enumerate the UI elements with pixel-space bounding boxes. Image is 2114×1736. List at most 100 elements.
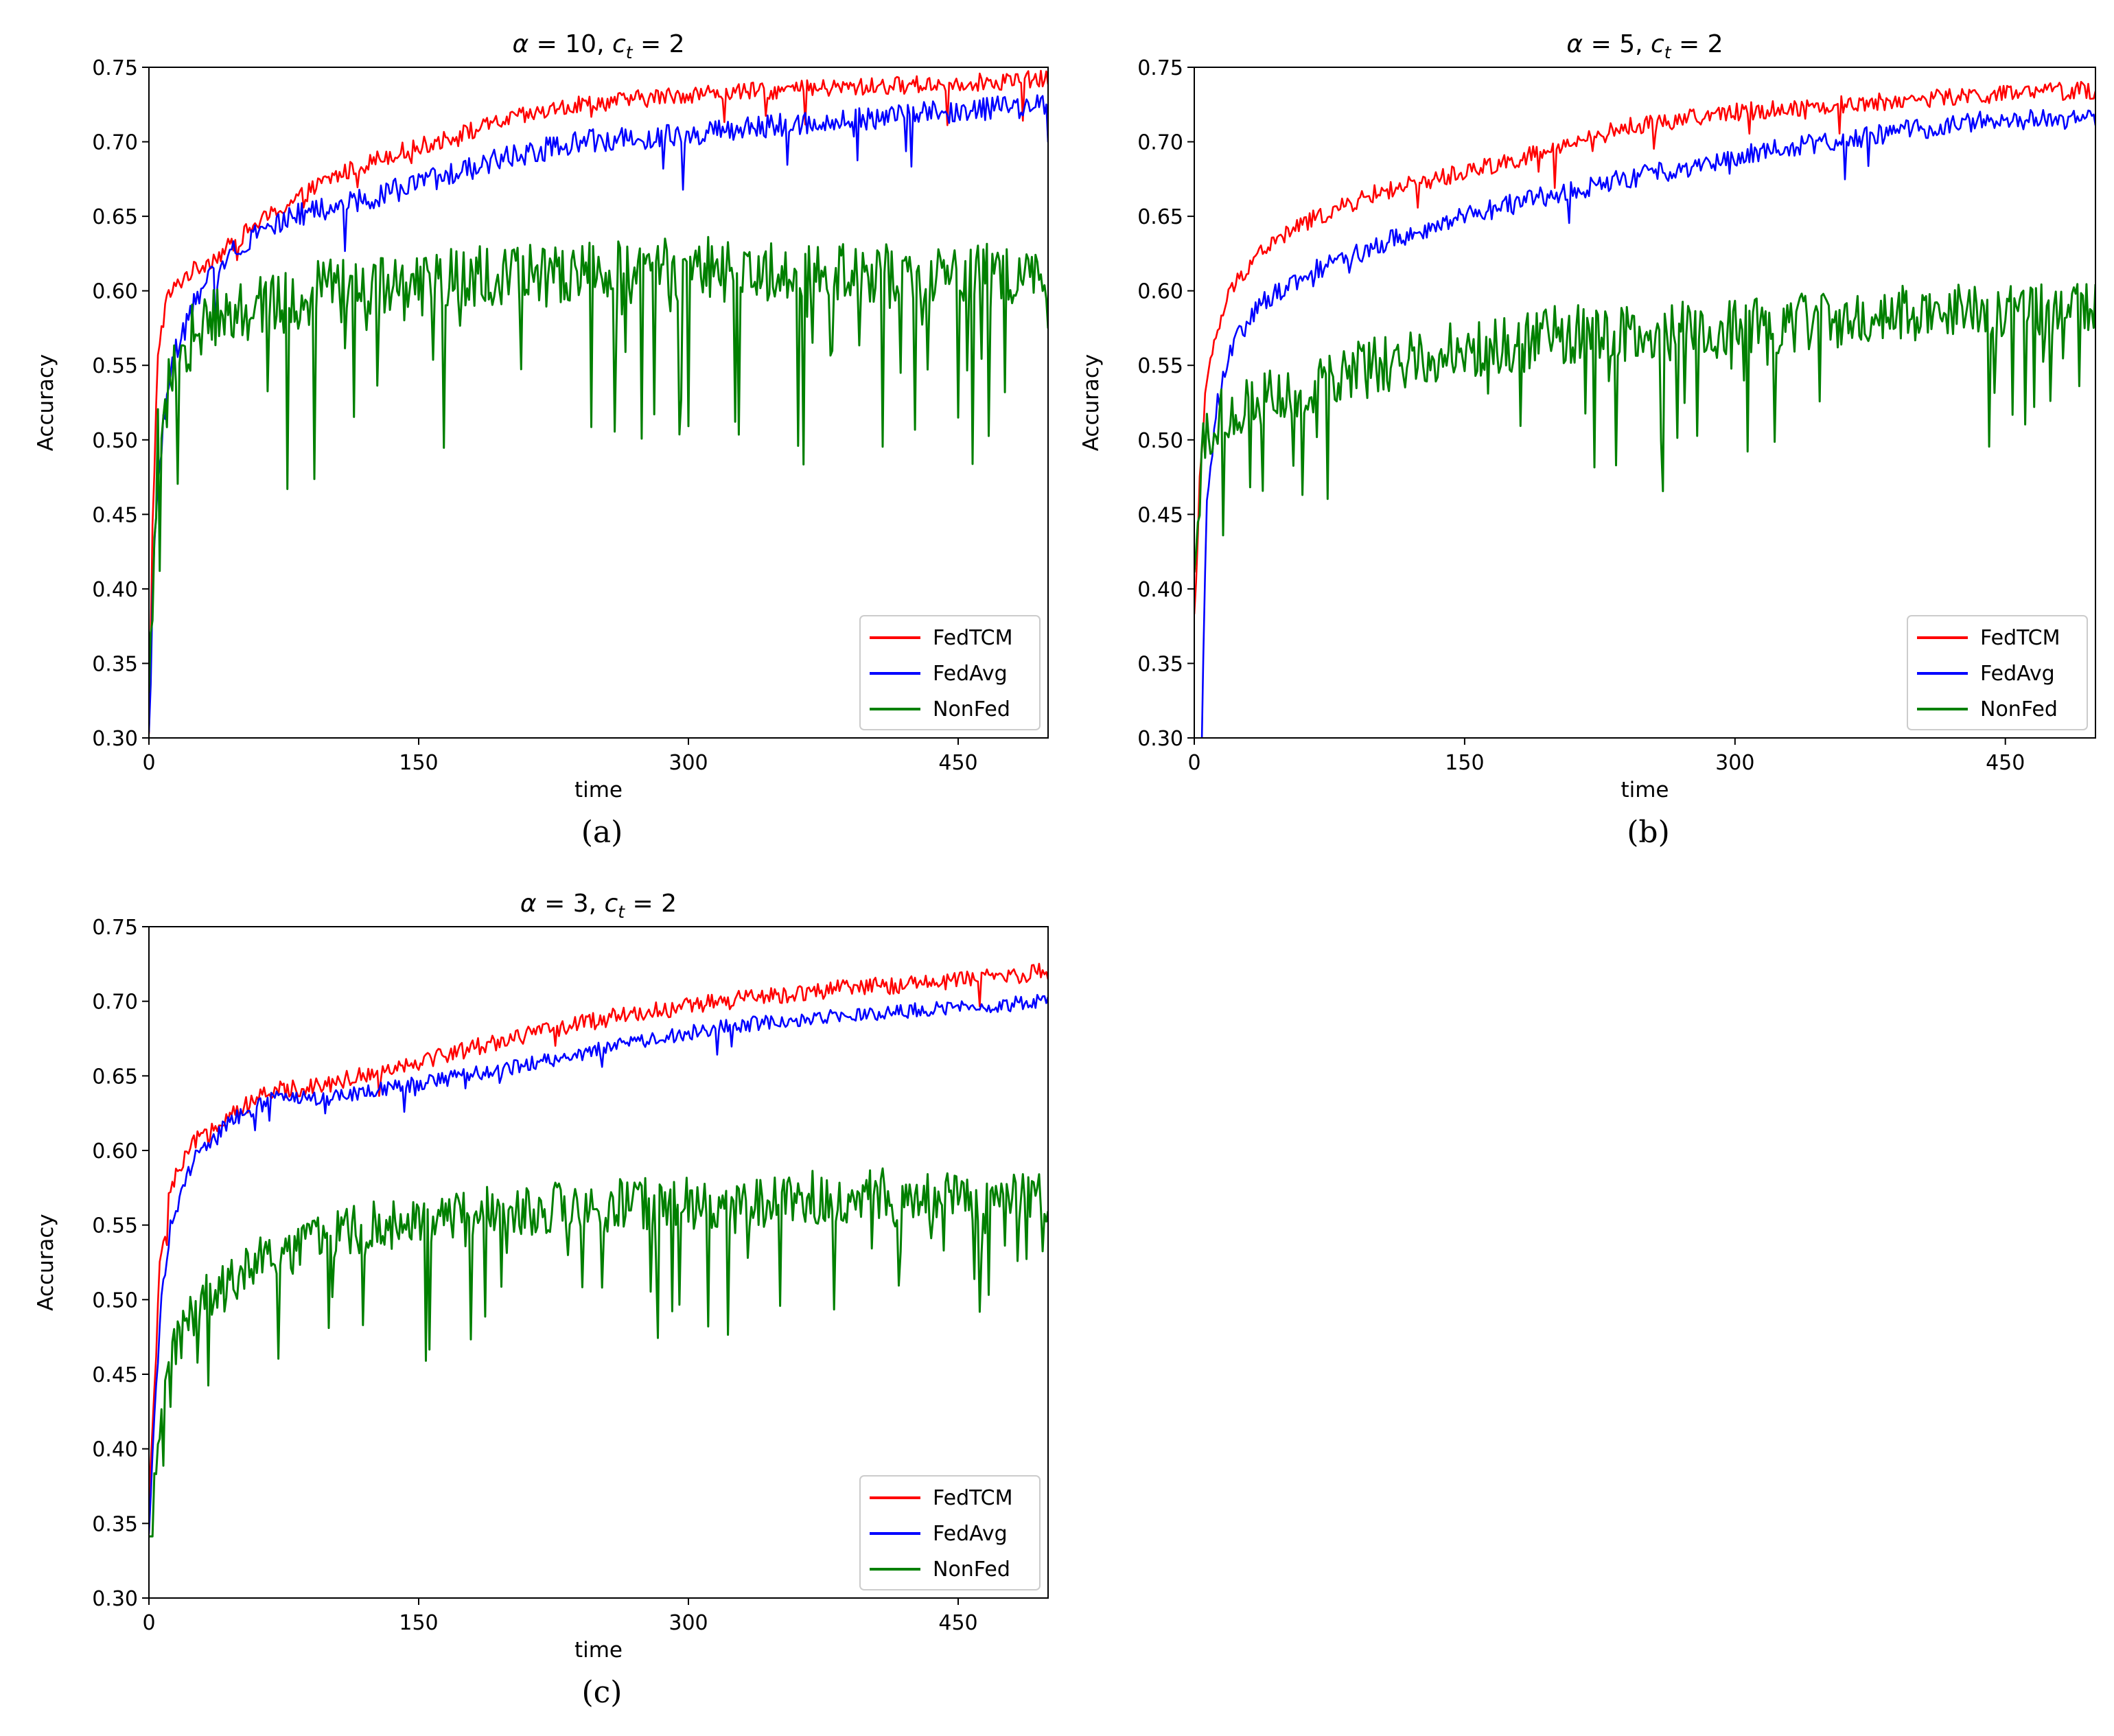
x-tick-label: 450 [938,1611,977,1635]
legend-label: FedTCM [933,626,1013,650]
y-axis-label: Accuracy [34,354,58,452]
legend-label: NonFed [1980,697,2058,721]
title-c-value: = 2 [633,30,685,58]
plot-frame [148,67,1049,739]
x-axis-label: time [574,778,623,802]
legend-box [1907,615,2088,730]
title-alpha-value: = 10, [528,30,612,58]
legend-box [859,615,1041,730]
y-tick-label: 0.75 [1137,56,1183,80]
y-tick-label: 0.60 [1137,280,1183,304]
panel-b: α = 5, ct = 2 0.30 0.35 0.40 0.45 0.50 0.55 0.6… [1079,30,2096,850]
y-tick-label: 0.40 [92,1438,138,1462]
y-tick-label: 0.30 [92,727,138,751]
x-tick-label: 0 [142,751,155,775]
chart-title: α = 10, ct = 2 [512,30,684,62]
x-tick-label: 300 [1715,751,1754,775]
y-tick-label: 0.50 [1137,429,1183,453]
y-tick-label: 0.65 [1137,205,1183,229]
title-alpha: α [512,30,528,58]
series-line-fedavg [149,94,1048,733]
y-tick-label: 0.60 [92,280,138,304]
plot-frame [148,926,1049,1599]
chart-title: α = 3, ct = 2 [520,890,677,922]
y-tick-label: 0.50 [92,429,138,453]
y-tick-label: 0.30 [92,1587,138,1611]
title-c: c [612,30,626,58]
y-tick-label: 0.55 [92,1214,138,1238]
x-tick-label: 0 [1187,751,1200,775]
series-line-fedtcm [149,69,1048,734]
legend-label: FedAvg [933,662,1008,686]
panel-caption: (a) [581,815,623,850]
panel-a: α = 10, ct = 2 0.30 0.35 0.40 0.45 0.50 0.55 0.… [34,30,1049,850]
series-line-fedtcm [149,962,1048,1504]
x-axis-label: time [574,1638,623,1663]
series-line-fedtcm [1194,80,2095,614]
y-tick-label: 0.60 [92,1139,138,1164]
panel-caption: (b) [1627,815,1670,850]
y-tick-label: 0.50 [92,1288,138,1312]
series-line-nonfed [149,235,1048,693]
y-axis-label: Accuracy [1079,354,1104,452]
y-tick-label: 0.40 [92,578,138,602]
legend-box [859,1475,1041,1590]
title-c-subscript: t [626,43,634,62]
y-tick-label: 0.70 [92,131,138,155]
panel-c: α = 3, ct = 2 0.30 0.35 0.40 0.45 0.50 0.55 0.6… [34,890,1049,1710]
x-tick-label: 150 [399,1611,438,1635]
title-c-subscript: t [1664,43,1672,62]
y-tick-label: 0.30 [1137,727,1183,751]
y-tick-label: 0.55 [92,354,138,378]
y-axis-label: Accuracy [34,1214,58,1311]
title-alpha-value: = 3, [537,890,605,918]
y-tick-label: 0.65 [92,1065,138,1089]
legend-label: NonFed [933,1558,1010,1582]
legend-label: FedTCM [1980,626,2060,650]
legend: FedTCM FedAvg NonFed [859,615,1041,730]
legend: FedTCM FedAvg NonFed [859,1475,1041,1590]
y-tick-label: 0.45 [1137,503,1183,527]
title-alpha-value: = 5, [1583,30,1651,58]
x-axis-label: time [1621,778,1669,802]
title-c: c [605,890,618,918]
chart-title: α = 5, ct = 2 [1566,30,1723,62]
legend-label: FedAvg [1980,662,2055,686]
x-tick-label: 450 [938,751,977,775]
legend: FedTCM FedAvg NonFed [1907,615,2088,730]
legend-label: FedTCM [933,1486,1013,1510]
x-tick-label: 150 [399,751,438,775]
y-tick-label: 0.70 [92,991,138,1015]
title-alpha: α [1566,30,1583,58]
y-tick-label: 0.75 [92,916,138,940]
plot-frame [1194,67,2096,739]
y-tick-label: 0.70 [1137,131,1183,155]
y-tick-label: 0.45 [92,1363,138,1387]
title-alpha: α [520,890,537,918]
title-c: c [1651,30,1664,58]
y-tick-label: 0.35 [92,1512,138,1536]
title-c-subscript: t [618,902,625,922]
x-tick-label: 0 [142,1611,155,1635]
legend-label: NonFed [933,697,1010,721]
title-c-value: = 2 [1671,30,1723,58]
series-line-nonfed [149,1167,1048,1538]
y-tick-label: 0.35 [1137,652,1183,676]
y-tick-label: 0.45 [92,503,138,527]
x-tick-label: 450 [1986,751,2025,775]
title-c-value: = 2 [625,890,677,918]
y-tick-label: 0.75 [92,56,138,80]
panel-caption: (c) [582,1675,623,1710]
series-line-nonfed [1194,283,2095,573]
x-tick-label: 300 [669,1611,708,1635]
series-line-fedavg [1200,108,2095,738]
x-tick-label: 150 [1445,751,1484,775]
series-line-fedavg [149,994,1048,1534]
y-tick-label: 0.55 [1137,354,1183,378]
y-tick-label: 0.35 [92,652,138,676]
y-tick-label: 0.40 [1137,578,1183,602]
y-tick-label: 0.65 [92,205,138,229]
x-tick-label: 300 [669,751,708,775]
legend-label: FedAvg [933,1522,1008,1546]
